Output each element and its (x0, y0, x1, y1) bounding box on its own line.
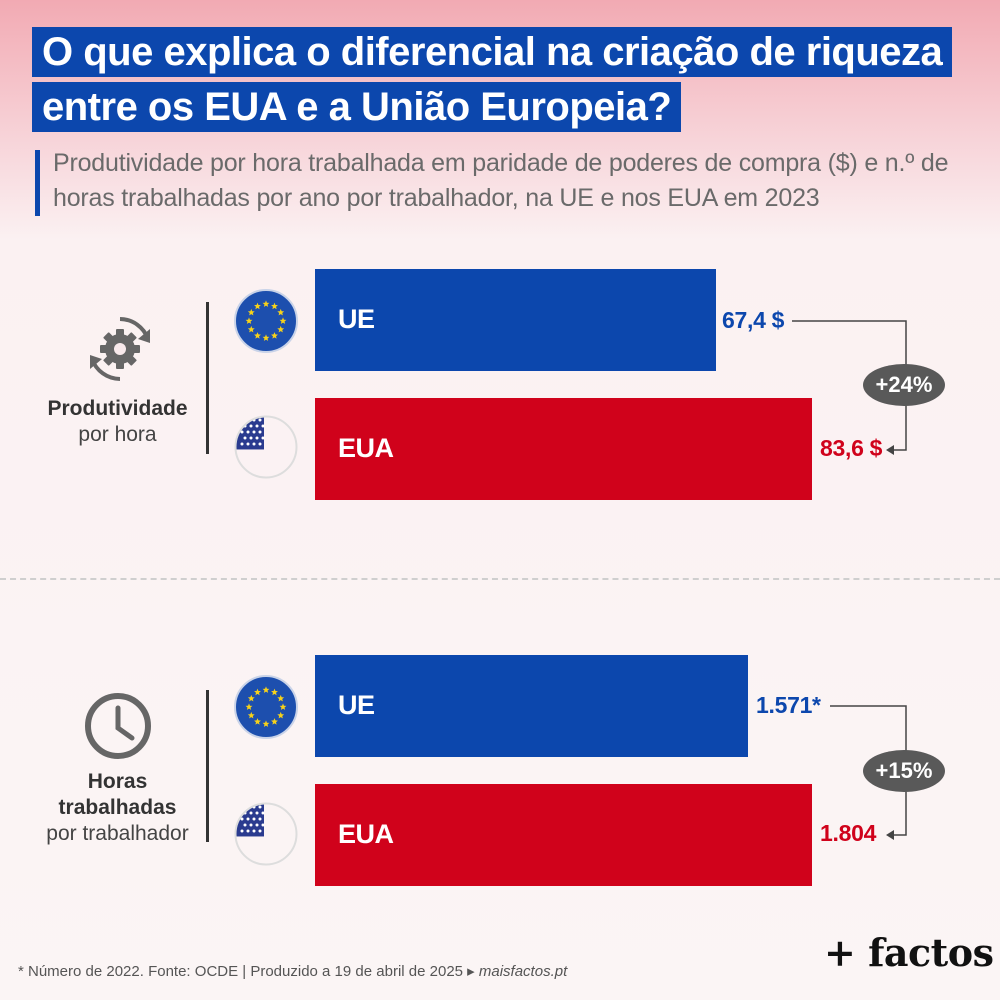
eu-star (254, 718, 261, 725)
eu-star (254, 332, 261, 339)
eu-flag-icon (234, 289, 298, 353)
us-star (252, 430, 256, 434)
us-star (246, 430, 250, 434)
us-flag-icon (234, 415, 298, 479)
eu-star (279, 317, 287, 324)
section-divider-line (206, 690, 209, 842)
us-star (261, 823, 265, 827)
eu-flag-icon (234, 675, 298, 739)
us-star (246, 829, 250, 833)
us-star (255, 424, 259, 428)
clock-icon (85, 693, 151, 759)
bar-label-eua-productivity: EUA (338, 433, 394, 463)
eu-star (271, 688, 278, 696)
us-star (258, 442, 262, 446)
section-label-productivity: Produtividade por hora (30, 396, 205, 448)
bar-eua-productivity (315, 398, 812, 500)
us-star (255, 823, 259, 827)
us-star (261, 424, 265, 428)
us-star (249, 823, 253, 827)
difference-badge-hours: +15% (863, 750, 945, 792)
eu-star (262, 720, 270, 727)
title-line-1: O que explica o diferencial na criação d… (32, 27, 953, 77)
us-star (252, 442, 256, 446)
eu-star (277, 308, 285, 316)
us-star (240, 805, 244, 809)
us-star (252, 817, 256, 821)
us-star (258, 418, 262, 422)
us-star (243, 436, 247, 440)
us-star (249, 436, 253, 440)
subtitle-accent-bar (35, 150, 40, 216)
label-hours-rest: por trabalhador (46, 822, 189, 845)
us-star (246, 817, 250, 821)
us-star (255, 436, 259, 440)
value-ue-productivity: 67,4 $ (722, 307, 785, 333)
us-star (258, 817, 262, 821)
us-star (258, 805, 262, 809)
footnote-site-link[interactable]: maisfactos.pt (478, 963, 568, 980)
bar-label-eua-hours: EUA (338, 819, 394, 849)
label-hours-bold-1: Horas (87, 770, 148, 793)
eu-star (247, 308, 255, 316)
us-star (240, 442, 244, 446)
footnote-text: * Número de 2022. Fonte: OCDE | Produzid… (18, 963, 479, 980)
eu-star (279, 703, 287, 710)
us-star (252, 829, 256, 833)
eu-star (271, 332, 278, 339)
eu-star (262, 334, 270, 341)
us-star (249, 424, 253, 428)
section-divider-line (206, 302, 209, 454)
bar-label-ue-productivity: UE (338, 304, 375, 334)
us-star (246, 442, 250, 446)
footnote: * Número de 2022. Fonte: OCDE | Produzid… (18, 962, 567, 980)
eu-star (245, 317, 253, 324)
eu-star (254, 688, 261, 696)
us-star (240, 817, 244, 821)
us-star (258, 430, 262, 434)
bar-ue-productivity (315, 269, 716, 371)
eu-star (254, 302, 261, 310)
us-star (243, 823, 247, 827)
label-productivity-bold: Produtividade (47, 397, 188, 420)
eu-star (271, 302, 278, 310)
eu-star (277, 325, 285, 333)
difference-badge-productivity: +24% (863, 364, 945, 406)
bar-ue-hours (315, 655, 748, 757)
us-flag-icon (234, 802, 298, 866)
value-ue-hours: 1.571* (756, 692, 821, 718)
value-eua-hours: 1.804 (820, 820, 877, 846)
bar-eua-hours (315, 784, 812, 886)
us-star (261, 436, 265, 440)
title-line-2: entre os EUA e a União Europeia? (32, 82, 682, 132)
eu-star (277, 694, 285, 702)
us-star (255, 811, 259, 815)
eu-star (247, 694, 255, 702)
us-star (240, 430, 244, 434)
eu-star (262, 300, 270, 307)
eu-star (247, 711, 255, 719)
gear-cycle-icon (90, 317, 150, 381)
label-productivity-rest: por hora (78, 423, 157, 446)
eu-star (262, 686, 270, 693)
us-star (240, 829, 244, 833)
brand-logo: + factos (824, 930, 994, 975)
us-star (258, 829, 262, 833)
subtitle: Produtividade por hora trabalhada em par… (53, 149, 949, 212)
eu-star (277, 711, 285, 719)
us-star (261, 811, 265, 815)
eu-star (271, 718, 278, 725)
label-hours-bold-2: trabalhadas (58, 796, 177, 819)
section-label-hours: Horas trabalhadas por trabalhador (30, 769, 205, 847)
value-eua-productivity: 83,6 $ (820, 435, 883, 461)
eu-star (247, 325, 255, 333)
bar-label-ue-hours: UE (338, 690, 375, 720)
eu-star (245, 703, 253, 710)
section-separator (0, 578, 1000, 580)
us-star (249, 811, 253, 815)
us-star (240, 418, 244, 422)
